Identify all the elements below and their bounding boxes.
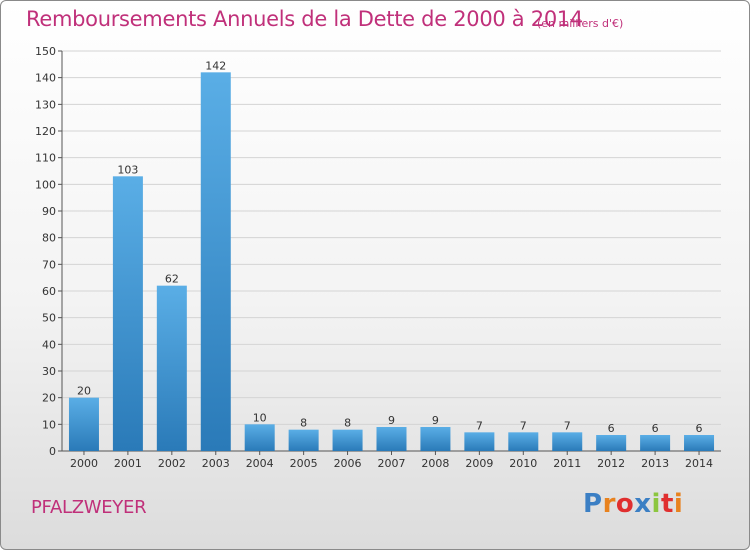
y-tick-label: 120 [35, 125, 56, 138]
chart-subtitle: (en milliers d'€) [537, 17, 624, 30]
bar [640, 435, 671, 451]
data-label: 142 [205, 59, 226, 72]
y-tick-label: 10 [42, 418, 56, 431]
logo-letter: o [615, 489, 635, 519]
proxiti-logo: Proxiti [583, 489, 683, 519]
y-tick-label: 90 [42, 205, 56, 218]
bar [68, 397, 99, 451]
data-label: 8 [344, 417, 351, 430]
y-tick-label: 110 [35, 152, 56, 165]
data-label: 103 [117, 163, 138, 176]
x-tick-label: 2013 [641, 457, 669, 470]
y-tick-label: 70 [42, 258, 56, 271]
bar [508, 432, 539, 451]
data-label: 6 [652, 422, 659, 435]
data-label: 10 [253, 411, 267, 424]
logo-letter: P [583, 489, 603, 519]
x-tick-label: 2012 [597, 457, 625, 470]
bar [156, 285, 187, 451]
x-tick-label: 2006 [334, 457, 362, 470]
logo-letter: i [651, 489, 661, 519]
y-tick-label: 130 [35, 98, 56, 111]
x-tick-label: 2009 [465, 457, 493, 470]
y-tick-label: 150 [35, 45, 56, 58]
bar [200, 72, 231, 451]
y-tick-label: 20 [42, 392, 56, 405]
bar [420, 427, 451, 451]
bar [332, 429, 363, 451]
x-tick-label: 2003 [202, 457, 230, 470]
x-tick-label: 2005 [290, 457, 318, 470]
data-label: 6 [608, 422, 615, 435]
data-label: 9 [388, 414, 395, 427]
y-tick-label: 100 [35, 178, 56, 191]
x-tick-label: 2014 [685, 457, 713, 470]
x-tick-label: 2010 [509, 457, 537, 470]
y-tick-label: 140 [35, 72, 56, 85]
bar [376, 427, 407, 451]
y-tick-label: 60 [42, 285, 56, 298]
bar [552, 432, 583, 451]
data-label: 9 [432, 414, 439, 427]
y-tick-label: 50 [42, 312, 56, 325]
logo-letter: i [673, 489, 684, 519]
data-label: 62 [165, 273, 179, 286]
x-tick-label: 2000 [70, 457, 98, 470]
data-label: 8 [300, 417, 307, 430]
data-label: 7 [564, 419, 571, 432]
logo-letter: x [634, 489, 652, 519]
y-tick-label: 80 [42, 232, 56, 245]
bar [112, 176, 143, 452]
y-tick-label: 40 [42, 338, 56, 351]
x-tick-label: 2002 [158, 457, 186, 470]
x-tick-label: 2001 [114, 457, 142, 470]
x-tick-label: 2008 [421, 457, 449, 470]
commune-name: PFALZWEYER [31, 497, 147, 518]
y-tick-label: 0 [49, 445, 56, 458]
data-label: 7 [520, 419, 527, 432]
y-tick-label: 30 [42, 365, 56, 378]
bar [684, 435, 715, 451]
bar [244, 424, 275, 451]
data-label: 6 [696, 422, 703, 435]
bar [596, 435, 627, 451]
bar [464, 432, 495, 451]
x-tick-label: 2011 [553, 457, 581, 470]
data-label: 20 [77, 385, 91, 398]
data-label: 7 [476, 419, 483, 432]
logo-letter: t [660, 489, 674, 519]
chart-title: Remboursements Annuels de la Dette de 20… [26, 7, 583, 31]
bar [288, 429, 319, 451]
logo-letter: r [602, 489, 616, 519]
x-tick-label: 2004 [246, 457, 274, 470]
x-tick-label: 2007 [378, 457, 406, 470]
